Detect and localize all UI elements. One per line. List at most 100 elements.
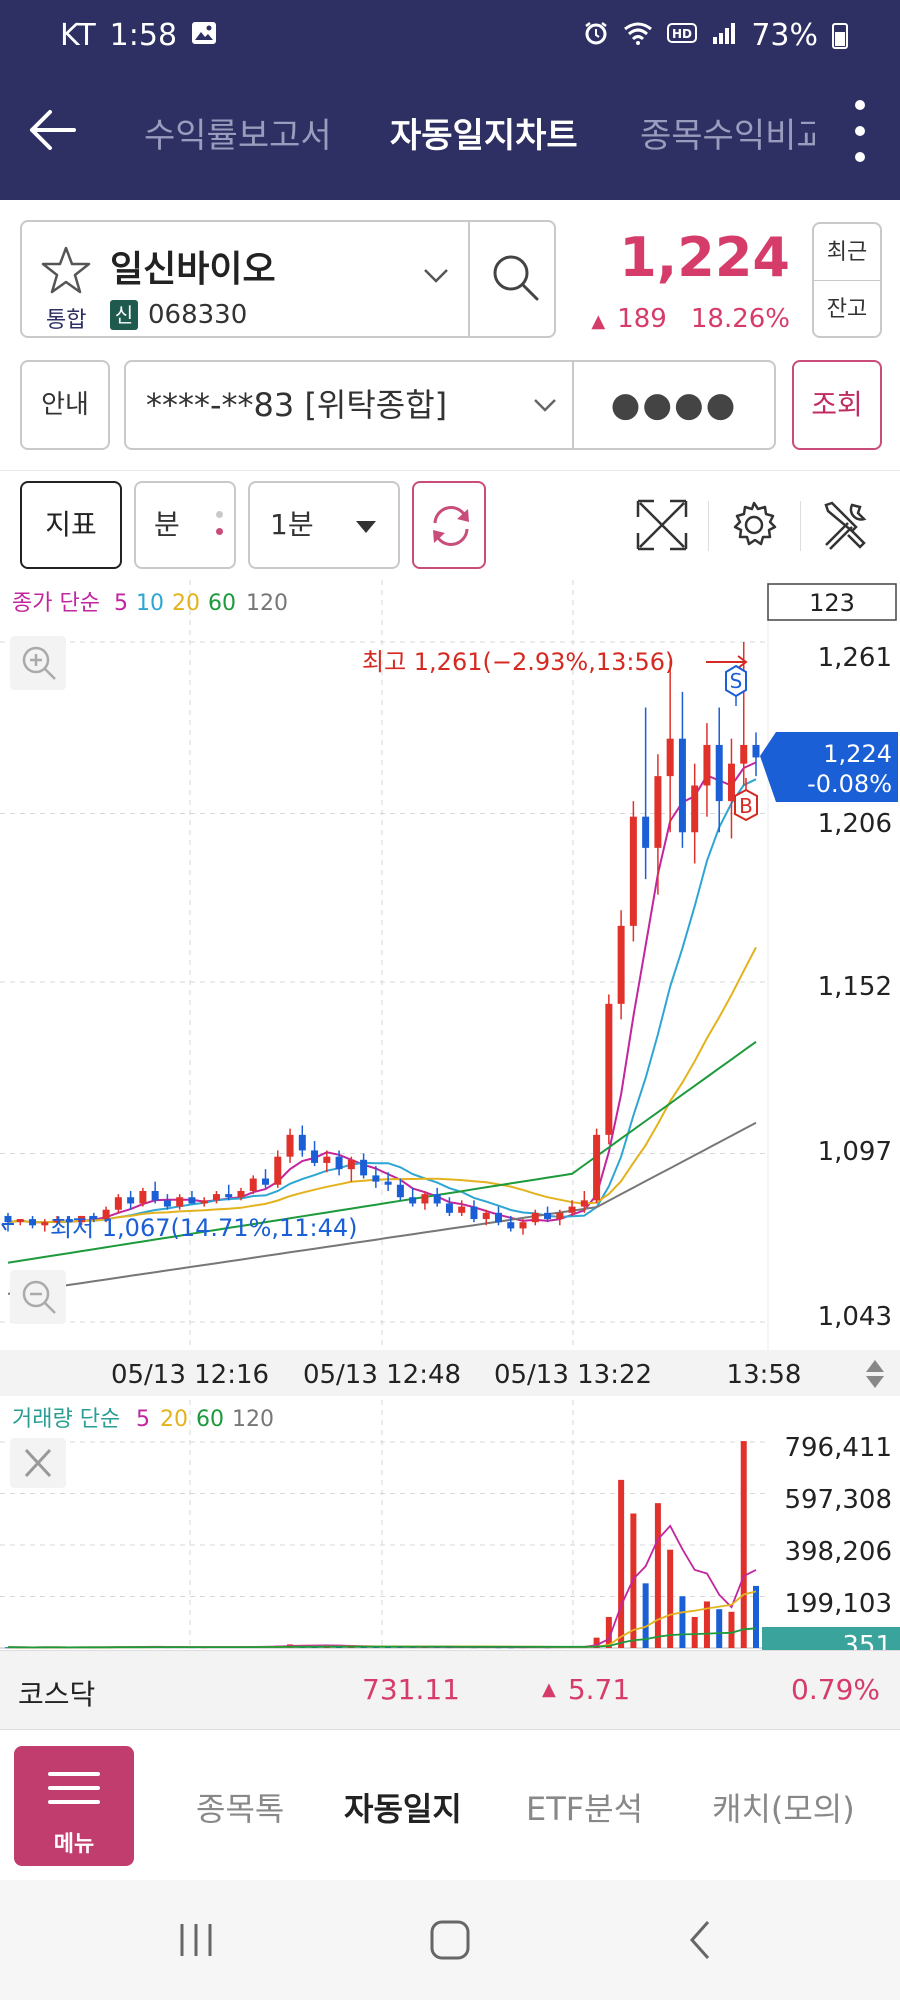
- chart-area[interactable]: 종가 단순 5 10 20 60 120 123 1,261 1,206: [0, 580, 900, 1650]
- candle: [200, 1197, 208, 1207]
- zoom-out-icon[interactable]: [10, 1270, 66, 1324]
- credit-badge: 신: [110, 300, 138, 330]
- candle: [151, 1181, 159, 1204]
- candle: [544, 1206, 552, 1223]
- more-menu-icon[interactable]: [850, 100, 870, 170]
- up-triangle-icon: ▲: [591, 311, 606, 332]
- hd-icon: HD: [667, 21, 698, 51]
- nav-catch-mock[interactable]: 캐치(모의): [712, 1790, 855, 1828]
- stock-selector[interactable]: 일신바이오 통합 신 068330: [20, 220, 556, 338]
- vol-tick-597308: 597,308: [784, 1485, 892, 1515]
- vol-legend-ma120[interactable]: 120: [232, 1407, 274, 1432]
- account-select[interactable]: ****-**83 [위탁종합]: [124, 360, 574, 450]
- market-index-bar[interactable]: 코스닥 731.11 ▲ 5.71 0.79%: [0, 1650, 900, 1730]
- x-tick-1248: 05/13 12:48: [303, 1360, 461, 1390]
- candle: [29, 1215, 37, 1229]
- current-price: 1,224: [619, 226, 790, 289]
- hamburger-icon: [48, 1772, 100, 1814]
- candle: [433, 1187, 441, 1207]
- svg-text:B: B: [739, 794, 753, 818]
- candle: [445, 1197, 453, 1216]
- vol-ma60-line: [7, 1627, 757, 1649]
- legend-ma60[interactable]: 60: [208, 591, 236, 616]
- buy-marker[interactable]: B: [734, 778, 758, 822]
- candle: [53, 1215, 61, 1226]
- chevron-down-icon: [534, 399, 556, 412]
- system-nav-bar: [0, 1880, 900, 2000]
- back-arrow-icon[interactable]: [22, 100, 82, 160]
- volume-bar: [679, 1596, 686, 1648]
- legend-ma120[interactable]: 120: [246, 591, 288, 616]
- query-button[interactable]: 조회: [792, 360, 882, 450]
- zoom-in-icon[interactable]: [10, 636, 66, 690]
- candle: [311, 1141, 319, 1167]
- tab-stock-return-compare[interactable]: 종목수익비교: [640, 116, 815, 156]
- candle: [90, 1212, 98, 1223]
- chart-toolbar: 지표 분 1분: [0, 470, 900, 580]
- count-value: 123: [809, 589, 855, 617]
- refresh-button[interactable]: [412, 481, 486, 569]
- home-icon[interactable]: [420, 1910, 480, 1970]
- bottom-nav: 메뉴 종목톡 자동일지 ETF분석 캐치(모의): [0, 1730, 900, 1880]
- period-select[interactable]: 1분: [248, 481, 400, 569]
- candle: [102, 1206, 110, 1223]
- stock-info-row: 일신바이오 통합 신 068330 1,224 ▲ 189 18.26% 최근 잔고: [0, 200, 900, 350]
- nav-auto-journal[interactable]: 자동일지: [344, 1790, 462, 1828]
- close-volume-icon[interactable]: [10, 1438, 66, 1488]
- candle: [4, 1212, 12, 1232]
- vol-legend-ma60[interactable]: 60: [196, 1407, 224, 1432]
- volume-bar: [642, 1583, 649, 1648]
- svg-text:-0.08%: -0.08%: [807, 770, 892, 798]
- volume-bar: [753, 1585, 759, 1648]
- indicator-button[interactable]: 지표: [20, 481, 122, 569]
- sell-marker[interactable]: S: [725, 664, 747, 706]
- svg-text:351: 351: [842, 1631, 892, 1650]
- menu-label: 메뉴: [53, 1832, 95, 1857]
- recent-button[interactable]: 최근: [814, 224, 880, 281]
- guide-button[interactable]: 안내: [20, 360, 110, 450]
- toggle-dots-icon: [216, 511, 224, 545]
- vol-tick-199103: 199,103: [784, 1589, 892, 1619]
- tools-icon[interactable]: [818, 497, 874, 553]
- menu-button[interactable]: 메뉴: [14, 1746, 134, 1866]
- gear-icon[interactable]: [726, 497, 782, 553]
- candle: [409, 1187, 417, 1207]
- minute-button[interactable]: 분: [134, 481, 236, 569]
- candle: [237, 1187, 245, 1201]
- count-box[interactable]: [767, 583, 897, 621]
- legend-ma20[interactable]: 20: [172, 591, 200, 616]
- legend-ma10[interactable]: 10: [136, 591, 164, 616]
- balance-button[interactable]: 잔고: [826, 297, 868, 322]
- tab-return-report[interactable]: 수익률보고서: [144, 116, 332, 156]
- vol-legend-ma20[interactable]: 20: [160, 1407, 188, 1432]
- chevron-down-icon[interactable]: [422, 266, 450, 286]
- tab-auto-journal-chart[interactable]: 자동일지차트: [390, 116, 578, 156]
- volume-bar: [605, 1616, 612, 1648]
- recent-apps-icon[interactable]: [166, 1910, 226, 1970]
- vol-legend-ma5[interactable]: 5: [136, 1407, 150, 1432]
- nav-stock-talk[interactable]: 종목톡: [196, 1790, 285, 1828]
- candle: [114, 1194, 122, 1213]
- password-field[interactable]: ●●●●: [572, 360, 776, 450]
- volume-bar: [618, 1479, 625, 1648]
- account-value: ****-**83 [위탁종합]: [146, 386, 448, 424]
- minute-label: 분: [154, 508, 180, 541]
- candle: [593, 1128, 601, 1204]
- candle: [568, 1200, 576, 1216]
- y-tick-1097: 1,097: [818, 1137, 892, 1167]
- chart-canvas[interactable]: 종가 단순 5 10 20 60 120 123 1,261 1,206: [0, 580, 900, 1650]
- candle: [470, 1200, 478, 1223]
- change-percent: 18.26%: [690, 304, 790, 334]
- fullscreen-icon[interactable]: [634, 497, 690, 553]
- low-annotation: 최저 1,067(14.71%,11:44): [50, 1214, 358, 1242]
- back-icon[interactable]: [672, 1910, 732, 1970]
- star-icon[interactable]: [40, 244, 92, 296]
- pane-resize-icon[interactable]: [866, 1360, 884, 1388]
- svg-text:1,224: 1,224: [823, 740, 892, 768]
- candle: [139, 1187, 147, 1207]
- nav-etf-analysis[interactable]: ETF분석: [526, 1790, 644, 1828]
- candle: [323, 1150, 331, 1173]
- ma120-line: [7, 1121, 757, 1295]
- search-button[interactable]: [468, 220, 556, 338]
- legend-ma5[interactable]: 5: [114, 591, 128, 616]
